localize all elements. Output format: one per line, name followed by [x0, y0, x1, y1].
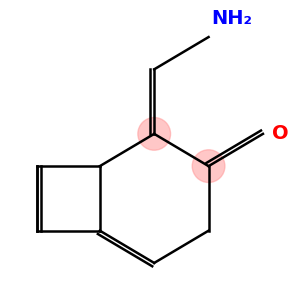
Circle shape — [192, 150, 225, 182]
Text: O: O — [272, 124, 289, 143]
Circle shape — [138, 118, 171, 150]
Text: NH₂: NH₂ — [212, 9, 253, 28]
